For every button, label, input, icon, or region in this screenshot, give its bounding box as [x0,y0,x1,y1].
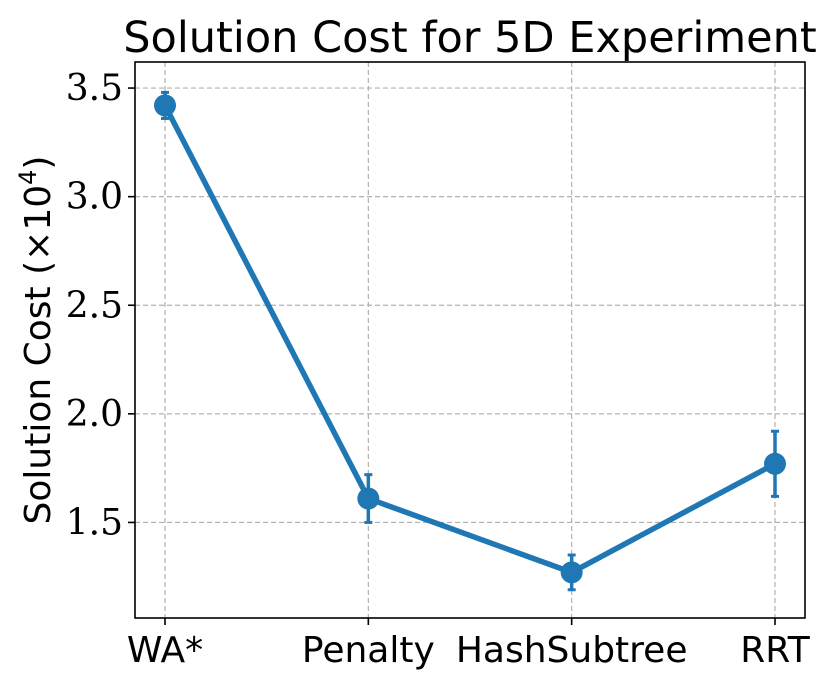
y-axis-label-main: Solution Cost (×10 [18,185,59,525]
y-tick-label: 3.0 [66,177,123,218]
y-tick-label: 1.5 [66,502,123,543]
x-axis-ticks: WA* Penalty HashSubtree RRT [127,618,811,671]
plot-frame [134,61,806,619]
data-point [560,561,583,584]
x-tick-label: WA* [127,630,203,671]
series-line [162,104,777,576]
series-layer [154,90,786,592]
chart-title: Solution Cost for 5D Experiment [123,13,816,63]
x-tick-label: HashSubtree [456,630,688,671]
data-point [357,487,380,510]
y-axis-ticks: 1.5 2.0 2.5 3.0 3.5 [66,68,135,543]
grid-layer [135,62,805,618]
y-axis-label-close: ) [18,156,59,170]
y-tick-label: 3.5 [66,68,123,109]
y-tick-label: 2.5 [66,285,123,326]
y-tick-label: 2.0 [66,394,123,435]
data-point [764,452,786,475]
x-tick-label: Penalty [302,630,435,671]
x-tick-label: RRT [740,630,810,671]
data-point [154,94,176,117]
y-axis-label: Solution Cost (×104) [14,156,59,525]
y-axis-label-exponent: 4 [14,170,42,185]
